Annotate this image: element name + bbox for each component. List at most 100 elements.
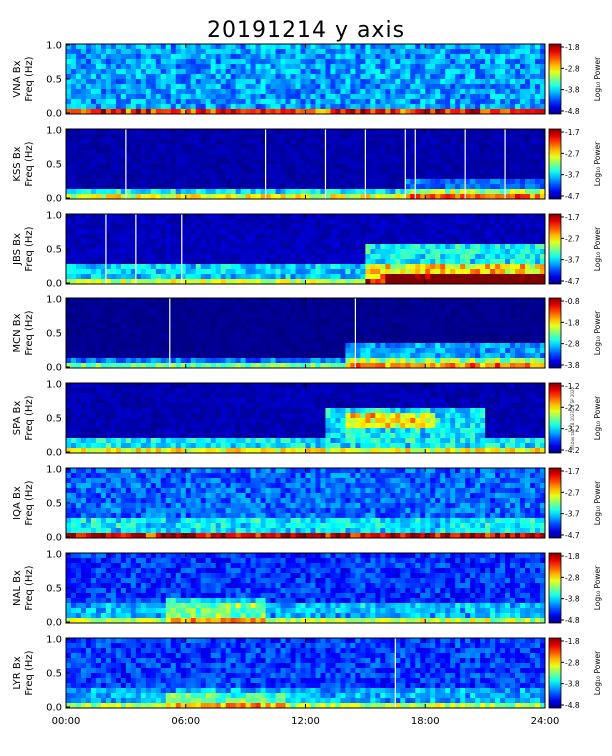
heat-cell	[340, 298, 346, 304]
heat-cell	[185, 269, 192, 275]
heat-cell	[185, 229, 192, 235]
heat-cell	[345, 54, 351, 60]
heat-cell	[330, 363, 336, 369]
heat-cell	[180, 109, 187, 115]
heat-cell	[500, 169, 506, 175]
heat-cell	[305, 49, 311, 55]
heat-cell	[320, 358, 326, 364]
heat-cell	[395, 189, 401, 195]
heat-cell	[115, 139, 122, 145]
heat-cell	[410, 214, 416, 220]
heat-cell	[155, 318, 162, 324]
heat-cell	[425, 229, 431, 235]
heat-cell	[185, 104, 192, 110]
heat-cell	[115, 333, 122, 339]
heat-cell	[490, 159, 496, 165]
heat-cell	[230, 54, 237, 60]
heat-cell	[125, 189, 132, 195]
heat-cell	[205, 229, 212, 235]
heat-cell	[70, 338, 77, 344]
heat-cell	[135, 64, 142, 70]
heat-cell	[160, 219, 167, 225]
heat-cell	[405, 179, 411, 185]
heat-cell	[150, 239, 157, 245]
heat-cell	[175, 89, 182, 95]
heat-cell	[330, 174, 336, 180]
heat-cell	[80, 234, 87, 240]
heat-cell	[385, 139, 391, 145]
heat-cell	[310, 323, 316, 329]
heat-cell	[520, 264, 526, 270]
heat-cell	[110, 144, 117, 150]
heat-cell	[505, 134, 511, 140]
heat-cell	[370, 269, 376, 275]
heat-cell	[70, 54, 77, 60]
heat-cell	[475, 54, 481, 60]
heat-cell	[170, 174, 177, 180]
heat-cell	[70, 104, 77, 110]
heat-cell	[270, 254, 276, 260]
heat-cell	[130, 254, 137, 260]
heat-cell	[365, 44, 371, 50]
heat-cell	[455, 49, 461, 55]
heat-cell	[395, 279, 401, 285]
heat-cell	[250, 303, 256, 309]
heat-cell	[140, 109, 147, 115]
heat-cell	[365, 219, 371, 225]
heat-cell	[205, 224, 212, 230]
heat-cell	[100, 234, 107, 240]
heat-cell	[525, 139, 531, 145]
heat-cell	[380, 94, 386, 100]
heat-cell	[225, 313, 232, 319]
heat-cell	[365, 249, 371, 255]
heat-cell	[190, 69, 197, 75]
heat-cell	[115, 129, 122, 135]
heat-cell	[510, 134, 516, 140]
heat-cell	[390, 244, 396, 250]
heat-cell	[245, 194, 252, 200]
heat-cell	[245, 179, 252, 185]
heat-cell	[305, 348, 311, 354]
heat-cell	[265, 249, 271, 255]
heat-cell	[390, 229, 396, 235]
heat-cell	[430, 254, 436, 260]
heat-cell	[100, 343, 107, 349]
heat-cell	[360, 303, 366, 309]
heat-cell	[80, 249, 87, 255]
heat-cell	[510, 49, 516, 55]
heat-cell	[430, 64, 436, 70]
heat-cell	[125, 244, 132, 250]
heat-cell	[375, 254, 381, 260]
heat-cell	[510, 249, 516, 255]
heat-cell	[500, 164, 506, 170]
heat-cell	[410, 79, 416, 85]
heat-cell	[305, 174, 311, 180]
heat-cell	[460, 159, 466, 165]
heat-cell	[290, 264, 296, 270]
heat-cell	[130, 49, 137, 55]
heat-cell	[220, 179, 227, 185]
heat-cell	[465, 79, 471, 85]
heat-cell	[195, 249, 202, 255]
heat-cell	[505, 49, 511, 55]
heat-cell	[245, 49, 252, 55]
heat-cell	[250, 348, 256, 354]
heat-cell	[90, 129, 97, 135]
heat-cell	[470, 234, 476, 240]
heat-cell	[305, 74, 311, 80]
heat-cell	[105, 149, 112, 155]
heat-cell	[200, 49, 207, 55]
heat-cell	[370, 134, 376, 140]
heat-cell	[510, 274, 516, 280]
heat-cell	[180, 69, 187, 75]
heat-cell	[455, 144, 461, 150]
heat-cell	[200, 189, 207, 195]
heat-cell	[405, 174, 411, 180]
heat-cell	[390, 79, 396, 85]
heat-cell	[490, 259, 496, 265]
heat-cell	[160, 323, 167, 329]
heat-cell	[300, 244, 306, 250]
heat-cell	[200, 54, 207, 60]
heat-cell	[345, 94, 351, 100]
